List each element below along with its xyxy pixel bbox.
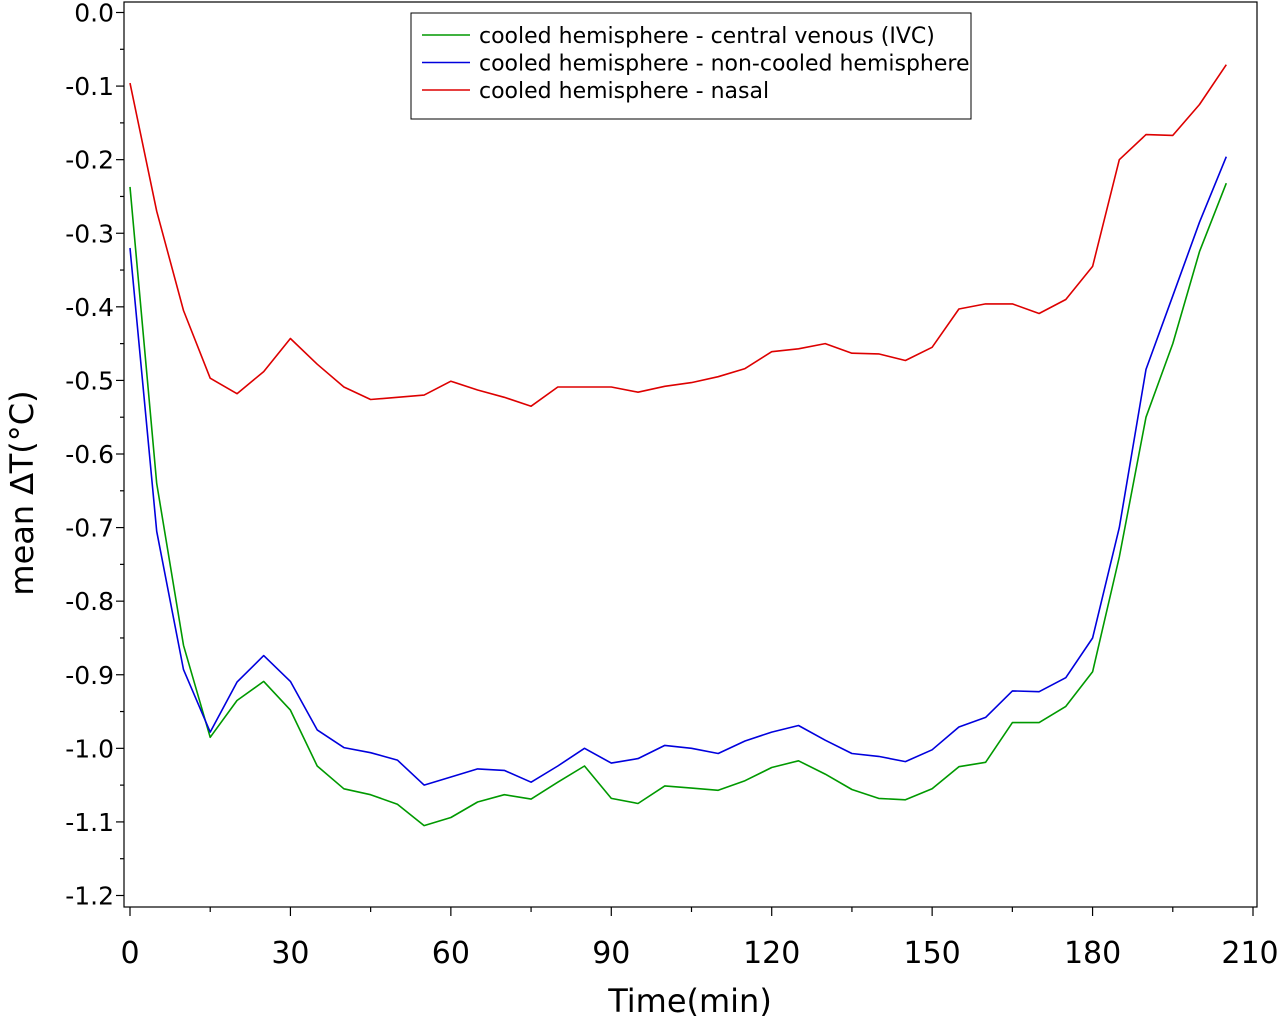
y-tick-label: 0.0 [74,0,114,28]
y-tick-label: -0.3 [65,219,114,248]
x-axis-title: Time(min) [607,982,772,1020]
y-tick-label: -0.2 [65,146,114,175]
x-tick-label: 60 [432,936,470,971]
y-tick-label: -0.5 [65,366,114,395]
legend-box [410,12,972,120]
y-tick-label: -0.9 [65,661,114,690]
y-tick-label: -0.6 [65,440,114,469]
legend-label: cooled hemisphere - nasal [479,79,769,104]
x-axis: 0 30 60 90 120 150 180 210 [120,907,1279,971]
y-tick-label: -1.2 [65,882,114,911]
plot-border [123,1,1258,908]
series-line-3 [129,64,1227,408]
x-tick-label: 180 [1064,936,1121,971]
series-line-1 [129,182,1228,827]
series-line-2 [129,156,1228,786]
series-layer [129,64,1228,827]
x-tick-label: 210 [1221,936,1278,971]
y-axis: 0.0 -0.1 -0.2 -0.3 -0.4 -0.5 -0.6 -0.7 -0.8 -0.9 -… [65,0,124,911]
x-tick-label: 0 [120,936,139,971]
x-tick-label: 150 [904,936,961,971]
plot-frame [123,1,1258,908]
y-tick-label: -0.7 [65,514,114,543]
y-tick-label: -0.8 [65,587,114,616]
legend: cooled hemisphere - central venous (IVC)… [410,12,972,120]
y-tick-label: -1.0 [65,734,114,763]
x-tick-label: 90 [592,936,630,971]
x-tick-label: 30 [271,936,309,971]
x-tick-label: 120 [743,936,800,971]
y-tick-label: -1.1 [65,808,114,837]
y-tick-label: -0.1 [65,72,114,101]
y-tick-label: -0.4 [65,293,114,322]
y-axis-title: mean ∆T(°C) [3,390,41,595]
legend-label: cooled hemisphere - non-cooled hemispher… [479,52,970,77]
legend-label: cooled hemisphere - central venous (IVC) [479,24,935,49]
